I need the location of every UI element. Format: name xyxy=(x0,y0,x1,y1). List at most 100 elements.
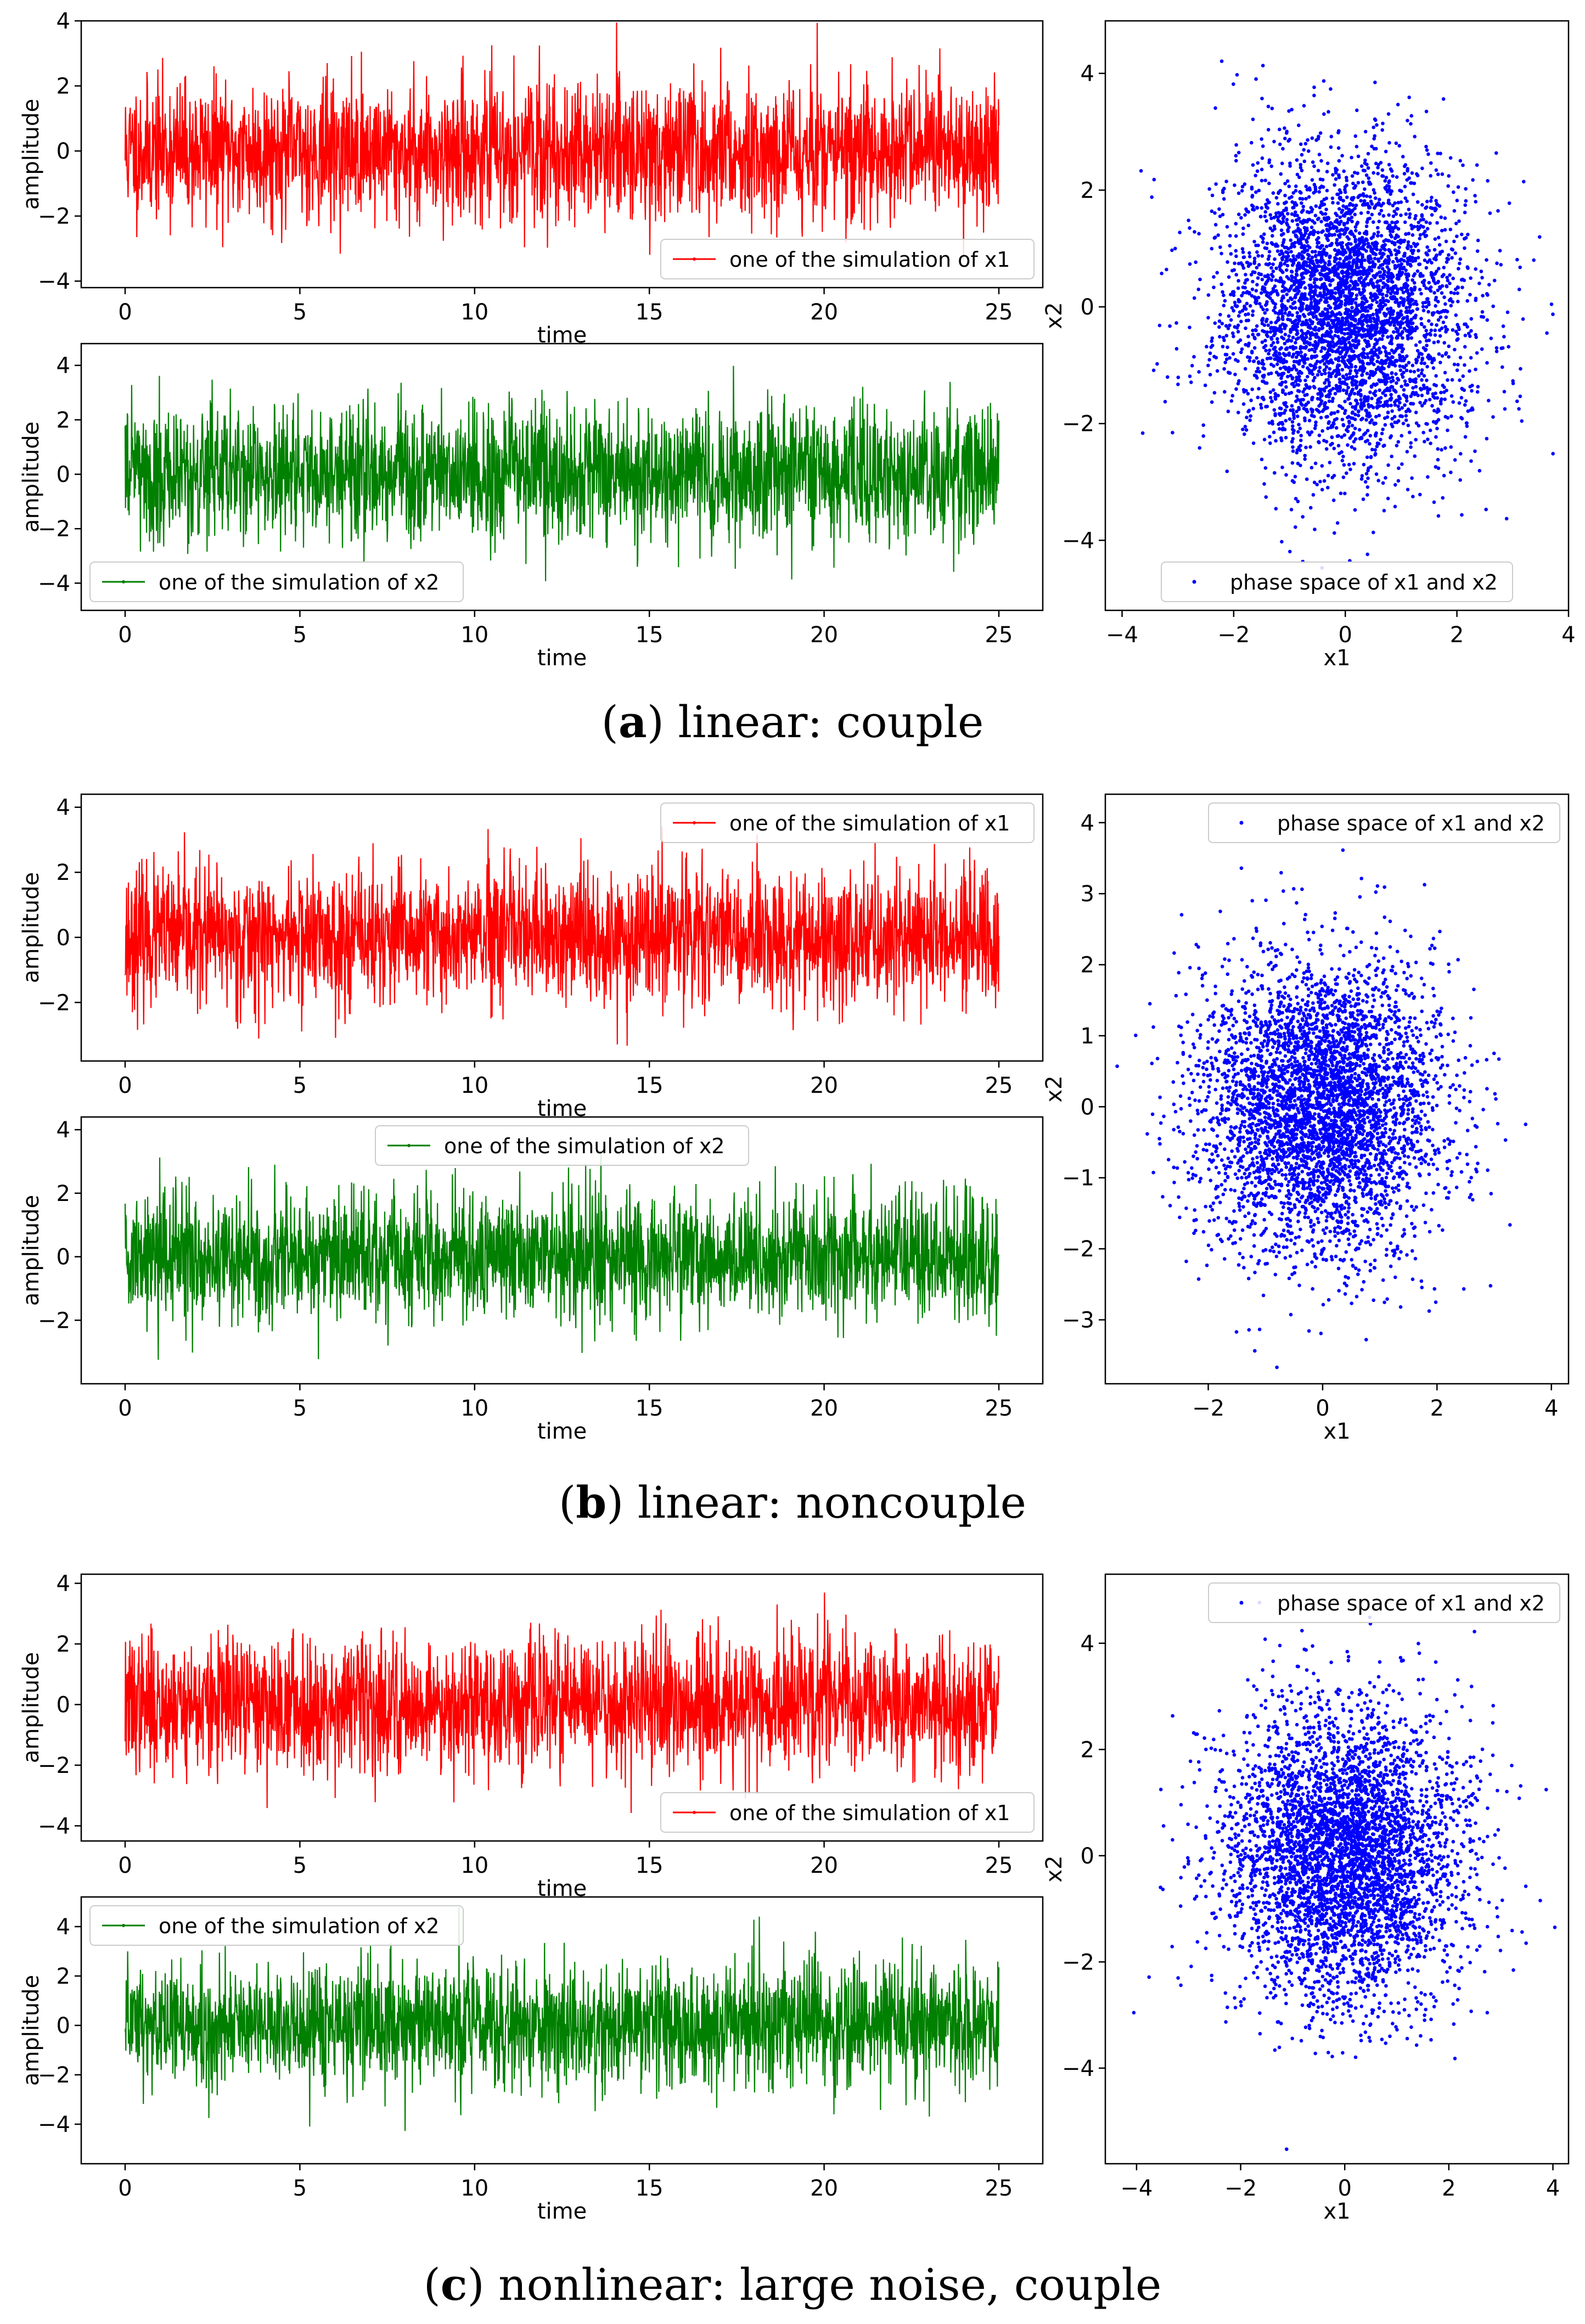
scatter-point xyxy=(1276,311,1280,316)
scatter-point xyxy=(1234,273,1238,277)
scatter-point xyxy=(1328,341,1332,346)
x-tick-label: 15 xyxy=(636,1396,664,1421)
scatter-point xyxy=(1324,298,1328,302)
scatter-point xyxy=(1240,347,1244,351)
scatter-point xyxy=(1280,465,1284,469)
scatter-point xyxy=(1317,327,1321,331)
scatter-point xyxy=(1324,447,1329,451)
scatter-point xyxy=(1244,326,1247,330)
scatter-points xyxy=(1139,59,1555,570)
scatter-point xyxy=(1419,386,1423,391)
scatter-point xyxy=(1339,250,1342,254)
scatter-point xyxy=(1414,1026,1418,1030)
scatter-point xyxy=(1307,149,1311,153)
scatter-point xyxy=(1359,262,1364,266)
scatter-point xyxy=(1389,167,1393,171)
scatter-point xyxy=(1280,161,1284,166)
scatter-point xyxy=(1417,355,1420,359)
scatter-point xyxy=(1385,415,1390,419)
scatter-point xyxy=(1307,418,1312,423)
scatter-point xyxy=(1370,202,1374,206)
scatter-point xyxy=(1350,265,1353,268)
scatter-point xyxy=(1423,440,1426,444)
scatter-point xyxy=(1244,273,1247,277)
scatter-point xyxy=(1286,317,1290,322)
scatter-point xyxy=(1287,313,1291,317)
scatter-point xyxy=(1421,346,1426,350)
scatter-point xyxy=(1366,355,1370,360)
scatter-point xyxy=(1420,203,1424,207)
scatter-point xyxy=(1305,407,1309,412)
scatter-point xyxy=(1306,993,1311,998)
scatter-point xyxy=(1353,364,1358,369)
scatter-point xyxy=(1407,257,1411,261)
scatter-point xyxy=(1241,388,1246,392)
scatter-point xyxy=(1396,329,1400,333)
scatter-point xyxy=(1209,1204,1212,1209)
scatter-point xyxy=(1361,272,1365,277)
scatter-point xyxy=(1438,334,1442,338)
scatter-point xyxy=(1479,270,1483,273)
scatter-point xyxy=(1424,286,1428,290)
scatter-point xyxy=(1284,287,1288,291)
scatter-point xyxy=(1239,261,1243,265)
scatter-point xyxy=(1396,249,1401,253)
scatter-point xyxy=(1254,173,1257,178)
scatter-point xyxy=(1363,130,1368,134)
scatter-point xyxy=(1498,249,1502,253)
scatter-point xyxy=(1380,358,1384,363)
scatter-point xyxy=(1458,478,1462,482)
scatter-point xyxy=(1240,247,1245,251)
scatter-point xyxy=(1268,441,1272,445)
scatter-point xyxy=(1457,401,1462,405)
scatter-point xyxy=(1481,294,1485,297)
scatter-point xyxy=(1250,194,1255,198)
scatter-point xyxy=(1412,249,1415,252)
scatter-point xyxy=(1480,276,1484,280)
scatter-point xyxy=(1450,256,1454,260)
scatter-point xyxy=(1458,261,1462,266)
scatter-point xyxy=(1361,497,1365,501)
y-tick-label: 0 xyxy=(57,462,70,487)
scatter-point xyxy=(1273,413,1277,418)
scatter-point xyxy=(1342,347,1346,351)
scatter-point xyxy=(1354,297,1358,301)
scatter-point xyxy=(1294,355,1299,359)
scatter-point xyxy=(1507,345,1510,349)
scatter-point xyxy=(1356,413,1361,418)
scatter-point xyxy=(1391,204,1395,207)
scatter-point xyxy=(1313,187,1318,192)
scatter-point xyxy=(1414,343,1418,347)
scatter-point xyxy=(1305,188,1309,192)
scatter-point xyxy=(1434,384,1438,388)
scatter-point xyxy=(1328,367,1332,371)
scatter-point xyxy=(1243,182,1247,186)
scatter-point xyxy=(1285,179,1290,183)
scatter-point xyxy=(1246,210,1251,214)
scatter-point xyxy=(1355,108,1359,113)
scatter-point xyxy=(1367,176,1371,181)
scatter-point xyxy=(1176,375,1181,379)
scatter-point xyxy=(1398,325,1402,329)
scatter-point xyxy=(1405,399,1409,403)
scatter-point xyxy=(1351,354,1356,358)
scatter-point xyxy=(1313,250,1317,254)
scatter-point xyxy=(1427,338,1431,343)
scatter-point xyxy=(1290,263,1295,267)
x-tick-label: 0 xyxy=(1339,622,1352,648)
scatter-point xyxy=(1325,307,1329,312)
scatter-point xyxy=(1263,210,1268,214)
scatter-point xyxy=(1328,373,1333,377)
scatter-point xyxy=(1353,407,1357,411)
scatter-point xyxy=(1352,339,1356,343)
scatter-point xyxy=(1382,239,1386,243)
scatter-point xyxy=(1306,330,1310,334)
scatter-point xyxy=(1255,1155,1259,1159)
scatter-point xyxy=(1317,369,1322,374)
scatter-point xyxy=(1354,386,1358,390)
scatter-point xyxy=(1340,340,1345,345)
scatter-point xyxy=(1328,461,1332,464)
scatter-point xyxy=(1400,271,1404,274)
scatter-point xyxy=(1264,898,1268,902)
scatter-point xyxy=(1271,191,1275,195)
